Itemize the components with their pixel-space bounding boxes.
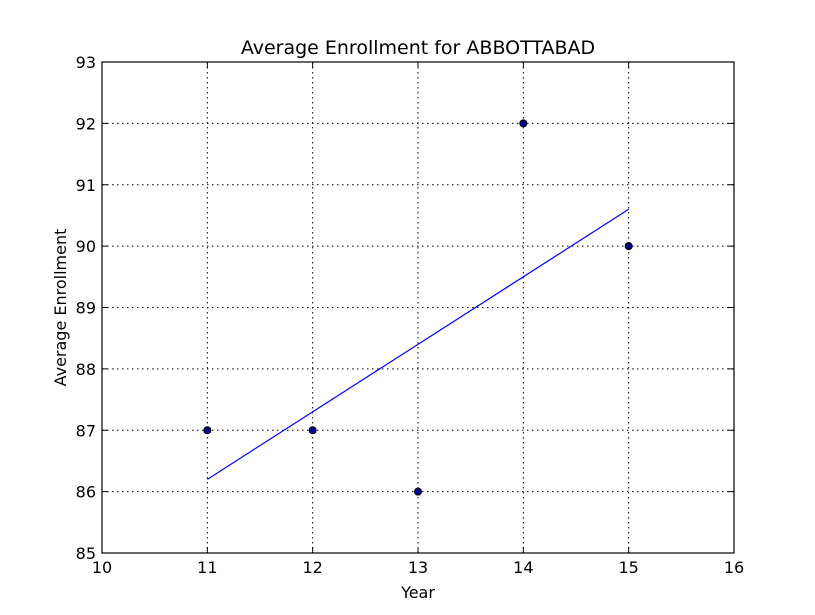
- y-tick-label: 90: [76, 237, 96, 256]
- data-point: [414, 487, 422, 496]
- y-tick-label: 92: [76, 114, 96, 133]
- plot-area: [203, 119, 633, 496]
- data-point: [203, 426, 212, 435]
- grid-lines: [102, 62, 734, 553]
- x-tick-label: 11: [197, 558, 217, 577]
- y-tick-label: 88: [76, 360, 96, 379]
- y-tick-label: 93: [76, 53, 96, 72]
- y-tick-label: 89: [76, 299, 96, 318]
- x-tick-label: 12: [302, 558, 322, 577]
- y-tick-label: 85: [76, 544, 96, 563]
- x-tick-label: 10: [92, 558, 112, 577]
- y-tick-label: 86: [76, 483, 96, 502]
- y-axis-label: Average Enrollment: [51, 229, 70, 387]
- y-tick-label: 91: [76, 176, 96, 195]
- x-tick-label: 16: [724, 558, 744, 577]
- y-tick-label: 87: [76, 421, 96, 440]
- axis-ticks: 10 11 12 13 14 15 16 85 86 87 88 89 90 91 92 93: [76, 53, 745, 577]
- data-point: [519, 119, 528, 128]
- x-tick-label: 15: [618, 558, 638, 577]
- data-point: [308, 426, 317, 435]
- x-tick-label: 14: [513, 558, 533, 577]
- data-point: [624, 242, 633, 251]
- x-tick-label: 13: [408, 558, 428, 577]
- chart-title: Average Enrollment for ABBOTTABAD: [241, 37, 595, 59]
- trend-line: [207, 208, 629, 480]
- x-axis-label: Year: [400, 583, 435, 602]
